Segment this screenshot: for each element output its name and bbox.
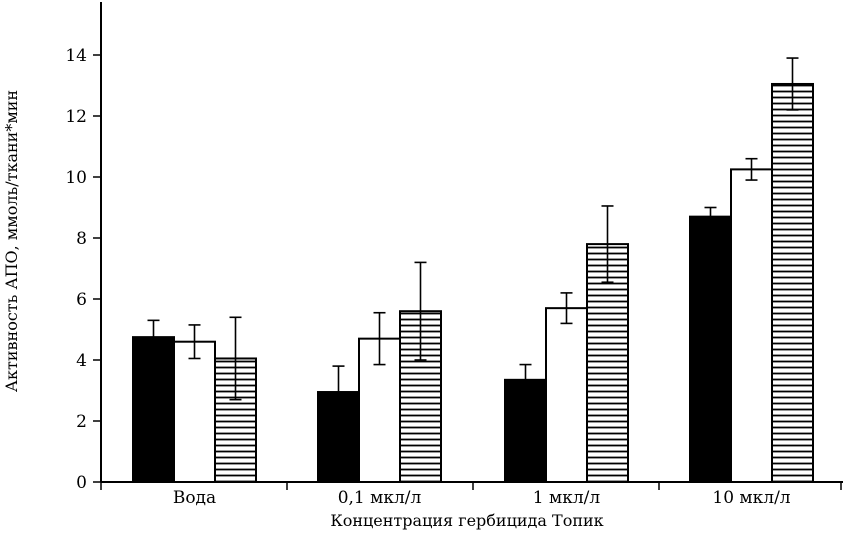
y-tick-label: 2 <box>76 412 87 432</box>
x-category-label: 0,1 мкл/л <box>338 488 422 508</box>
x-axis-title: Концентрация гербицида Топик <box>330 511 603 530</box>
error-bars <box>147 57 799 419</box>
bar-series-2-2 <box>545 307 588 483</box>
bar-series-3-3 <box>771 82 814 483</box>
y-axis-title: Активность АПО, ммоль/ткани*мин <box>2 90 21 392</box>
y-tick-label: 10 <box>65 168 87 188</box>
y-axis: 0 2 4 6 8 10 12 14 <box>65 2 102 493</box>
y-tick-label: 4 <box>76 351 87 371</box>
y-tick-label: 14 <box>65 46 87 66</box>
bars <box>132 82 814 484</box>
y-tick-label: 8 <box>76 229 87 249</box>
x-category-label: Вода <box>173 488 216 508</box>
bar-series-3-2 <box>586 243 629 483</box>
y-tick-label: 6 <box>76 290 87 310</box>
x-axis: Вода 0,1 мкл/л 1 мкл/л 10 мкл/л <box>100 481 843 508</box>
bar-series-1-3 <box>689 215 732 483</box>
y-tick-label: 12 <box>65 107 87 127</box>
bar-series-1-0 <box>132 336 175 483</box>
bar-series-2-0 <box>173 340 216 484</box>
x-category-label: 1 мкл/л <box>533 488 601 508</box>
bar-series-2-3 <box>730 168 773 483</box>
x-category-label: 10 мкл/л <box>712 488 790 508</box>
y-tick-label: 0 <box>76 473 87 493</box>
